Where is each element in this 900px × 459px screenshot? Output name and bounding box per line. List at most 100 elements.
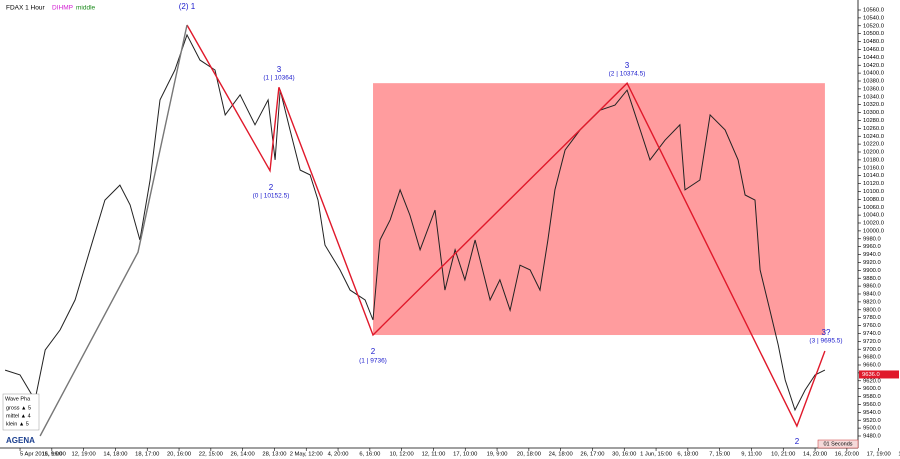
legend-box xyxy=(2,393,40,431)
y-tick-label: 10220.0 xyxy=(863,142,884,148)
y-tick-label: 10380.0 xyxy=(863,79,884,85)
y-tick-label: 9580.0 xyxy=(863,394,881,400)
annotation: (2) 1 xyxy=(179,2,196,11)
x-tick-label: 17, 10:00 xyxy=(453,452,477,458)
legend-title: Wave Pha xyxy=(5,396,31,402)
x-tick-label: 9, 11:00 xyxy=(741,452,762,458)
annotation: (1 | 10364) xyxy=(263,75,294,82)
x-tick-label: 11, 9:00 xyxy=(42,452,63,458)
annotation: (0 | 10152.5) xyxy=(253,193,290,200)
y-tick-label: 10440.0 xyxy=(863,55,884,61)
y-tick-label: 9880.0 xyxy=(863,276,881,282)
price-line xyxy=(186,24,826,428)
y-tick-label: 9540.0 xyxy=(863,410,881,416)
y-tick-label: 10060.0 xyxy=(863,205,884,211)
annotation: 2 xyxy=(795,437,800,446)
y-tick-label: 9700.0 xyxy=(863,347,881,353)
x-tick-label: 18, 22:00 xyxy=(898,452,900,458)
y-tick-label: 9660.0 xyxy=(863,363,881,369)
timer-box xyxy=(817,439,859,449)
y-tick-label: 10160.0 xyxy=(863,165,884,171)
y-tick-label: 9720.0 xyxy=(863,339,881,345)
y-tick-label: 9860.0 xyxy=(863,284,881,290)
y-tick-label: 9800.0 xyxy=(863,307,881,313)
y-tick-label: 10520.0 xyxy=(863,23,884,29)
y-tick-label: 10540.0 xyxy=(863,15,884,21)
y-tick-label: 9940.0 xyxy=(863,252,881,258)
y-tick-label: 9600.0 xyxy=(863,386,881,392)
annotation: 3 xyxy=(625,61,630,70)
x-tick-label: 24, 18:00 xyxy=(549,452,573,458)
legend-row: klein ▲ 5 xyxy=(6,421,29,427)
y-tick-label: 10280.0 xyxy=(863,118,884,124)
y-tick-label: 9920.0 xyxy=(863,260,881,266)
x-tick-label: 5 Apr 2016, 16:00 xyxy=(20,452,66,458)
y-tick-label: 10260.0 xyxy=(863,126,884,132)
mode: middle xyxy=(76,5,96,12)
x-tick-label: 30, 16:00 xyxy=(612,452,636,458)
x-tick-label: 4, 20:00 xyxy=(328,452,349,458)
y-tick-label: 9560.0 xyxy=(863,402,881,408)
timer: 01 Seconds xyxy=(823,441,852,447)
annotation: 2 xyxy=(371,347,376,356)
annotation: (2 | 10374.5) xyxy=(609,71,646,78)
x-tick-label: 14, 18:00 xyxy=(103,452,127,458)
annotation: 3 xyxy=(277,65,282,74)
y-tick-label: 9840.0 xyxy=(863,292,881,298)
y-tick-label: 10040.0 xyxy=(863,213,884,219)
symbol: FDAX 1 Hour xyxy=(6,5,45,12)
x-tick-label: 19, 9:00 xyxy=(487,452,508,458)
y-tick-label: 9820.0 xyxy=(863,299,881,305)
indicator: DIHMP xyxy=(52,5,73,12)
y-tick-label: 10240.0 xyxy=(863,134,884,140)
y-tick-label: 9780.0 xyxy=(863,315,881,321)
y-tick-label: 9980.0 xyxy=(863,236,881,242)
x-tick-label: 26, 14:00 xyxy=(231,452,255,458)
x-tick-label: 6, 18:00 xyxy=(677,452,698,458)
price-line xyxy=(4,33,826,412)
annotation: 2 xyxy=(269,183,274,192)
x-tick-label: 12, 19:00 xyxy=(72,452,96,458)
y-tick-label: 9500.0 xyxy=(863,426,881,432)
y-tick-label: 10400.0 xyxy=(863,71,884,77)
price-tag-label: 9636.0 xyxy=(862,372,880,378)
x-tick-label: 22, 15:00 xyxy=(199,452,223,458)
y-tick-label: 10020.0 xyxy=(863,221,884,227)
y-tick-label: 10560.0 xyxy=(863,8,884,14)
y-tick-label: 9480.0 xyxy=(863,434,881,440)
y-tick-label: 10180.0 xyxy=(863,157,884,163)
x-tick-label: 28, 13:00 xyxy=(262,452,286,458)
y-tick-label: 10200.0 xyxy=(863,150,884,156)
legend: Wave Pha gross ▲ 5 mittel ▲ 4 klein ▲ 5 xyxy=(2,393,40,431)
x-tick-label: 26, 17:00 xyxy=(580,452,604,458)
x-tick-label: 1 Jun, 15:00 xyxy=(640,452,672,458)
x-tick-label: 2 May, 12:00 xyxy=(290,452,323,458)
y-tick-label: 10460.0 xyxy=(863,47,884,53)
y-tick-label: 9680.0 xyxy=(863,355,881,361)
y-tick-label: 10500.0 xyxy=(863,31,884,37)
x-tick-label: 6, 16:00 xyxy=(359,452,380,458)
y-tick-label: 9960.0 xyxy=(863,244,881,250)
logo: AGENA xyxy=(6,436,35,445)
x-tick-label: 20, 18:00 xyxy=(517,452,541,458)
x-tick-label: 18, 17:00 xyxy=(135,452,159,458)
price-line xyxy=(39,24,188,437)
x-tick-label: 14, 20:00 xyxy=(803,452,827,458)
y-tick-label: 10340.0 xyxy=(863,94,884,100)
legend-row: mittel ▲ 4 xyxy=(6,413,31,419)
y-tick-label: 10000.0 xyxy=(863,228,884,234)
annotation: 3? xyxy=(822,328,831,337)
y-tick-label: 10360.0 xyxy=(863,86,884,92)
y-tick-label: 10100.0 xyxy=(863,189,884,195)
y-tick-label: 9740.0 xyxy=(863,331,881,337)
zone xyxy=(373,83,825,336)
price-tag xyxy=(859,370,899,379)
x-tick-label: 12, 11:00 xyxy=(422,452,446,458)
x-tick-label: 20, 16:00 xyxy=(167,452,191,458)
x-tick-label: 17, 19:00 xyxy=(867,452,891,458)
annotation: (1 | 9736) xyxy=(359,358,387,365)
y-tick-label: 10480.0 xyxy=(863,39,884,45)
x-tick-label: 10, 21:00 xyxy=(771,452,795,458)
